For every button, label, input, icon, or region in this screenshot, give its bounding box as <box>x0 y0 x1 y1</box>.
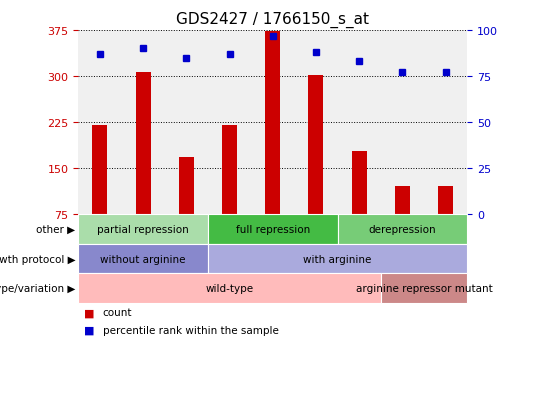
Text: derepression: derepression <box>368 224 436 234</box>
Text: percentile rank within the sample: percentile rank within the sample <box>103 325 279 335</box>
Bar <box>136 73 151 214</box>
Bar <box>308 76 323 214</box>
Text: growth protocol ▶: growth protocol ▶ <box>0 254 76 264</box>
Text: ■: ■ <box>84 325 94 335</box>
Title: GDS2427 / 1766150_s_at: GDS2427 / 1766150_s_at <box>176 12 369 28</box>
Bar <box>352 152 367 214</box>
Text: partial repression: partial repression <box>97 224 189 234</box>
Bar <box>265 32 280 214</box>
Text: full repression: full repression <box>235 224 310 234</box>
Bar <box>179 157 194 214</box>
Bar <box>438 187 453 214</box>
Text: count: count <box>103 308 132 318</box>
Text: with arginine: with arginine <box>303 254 372 264</box>
Text: arginine repressor mutant: arginine repressor mutant <box>355 284 492 294</box>
Bar <box>395 187 410 214</box>
Text: ■: ■ <box>84 308 94 318</box>
Bar <box>92 126 107 214</box>
Text: wild-type: wild-type <box>205 284 254 294</box>
Bar <box>222 126 237 214</box>
Text: other ▶: other ▶ <box>37 224 76 234</box>
Text: genotype/variation ▶: genotype/variation ▶ <box>0 284 76 294</box>
Text: without arginine: without arginine <box>100 254 186 264</box>
